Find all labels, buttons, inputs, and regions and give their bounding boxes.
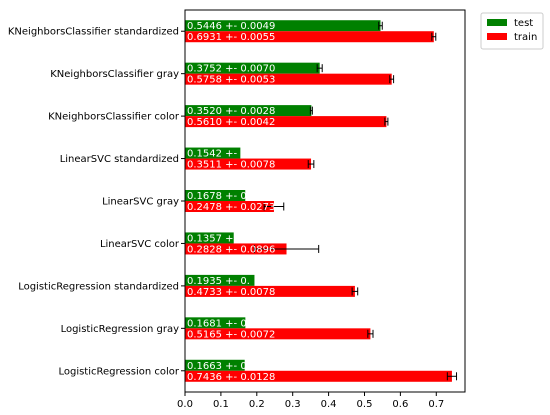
- data-label-train: 0.5610 +- 0.0042: [187, 117, 275, 128]
- x-tick-label: 0.1: [213, 399, 229, 410]
- bars-layer: [185, 20, 458, 382]
- y-tick-label: LogisticRegression standardized: [18, 281, 179, 292]
- legend-label-test: test: [514, 18, 533, 29]
- data-label-train: 0.2828 +- 0.0896: [187, 244, 275, 255]
- y-tick-label: LinearSVC color: [100, 239, 180, 250]
- x-tick-label: 0.6: [392, 399, 408, 410]
- data-label-train: 0.5165 +- 0.0072: [187, 329, 275, 340]
- y-tick-label: LinearSVC standardized: [60, 154, 179, 165]
- y-tick-label: KNeighborsClassifier color: [48, 112, 180, 123]
- bar-test: [185, 317, 246, 329]
- axes-layer: KNeighborsClassifier standardized KNeighb…: [8, 9, 466, 410]
- data-label-test: 0.1663 +- 0.: [187, 361, 250, 372]
- bar-train: [185, 243, 287, 255]
- data-label-test: 0.1678 +- 0.: [187, 191, 250, 202]
- y-tick-label: LogisticRegression color: [58, 366, 179, 377]
- plot-frame: [184, 9, 466, 393]
- bar-test: [185, 105, 312, 117]
- bar-test: [185, 20, 381, 32]
- data-label-train: 0.5758 +- 0.0053: [187, 75, 275, 86]
- x-tick-label: 0.2: [249, 399, 265, 410]
- data-label-test: 0.3520 +- 0.0028: [187, 106, 275, 117]
- legend-swatch-test: [487, 19, 507, 26]
- legend-swatch-train: [487, 33, 507, 40]
- bar-train: [185, 116, 387, 128]
- legend: test train: [480, 12, 544, 50]
- x-tick-label: 0.3: [285, 399, 301, 410]
- data-label-train: 0.3511 +- 0.0078: [187, 160, 275, 171]
- y-tick-label: KNeighborsClassifier standardized: [8, 27, 179, 38]
- legend-label-train: train: [514, 32, 537, 43]
- data-label-train: 0.7436 +- 0.0128: [187, 372, 275, 383]
- data-label-train: 0.4733 +- 0.0078: [187, 287, 275, 298]
- data-label-test: 0.5446 +- 0.0049: [187, 21, 275, 32]
- bar-train: [185, 201, 274, 212]
- data-label-test: 0.1681 +- 0.: [187, 318, 250, 329]
- y-tick-label: KNeighborsClassifier gray: [50, 69, 179, 80]
- bar-train: [185, 328, 371, 340]
- bar-test: [185, 147, 241, 159]
- legend-box: [480, 12, 544, 50]
- data-label-train: 0.6931 +- 0.0055: [187, 32, 275, 43]
- data-label-test: 0.1542 +- 0.: [187, 149, 250, 160]
- data-label-train: 0.2478 +- 0.0273: [187, 202, 275, 213]
- bar-train: [185, 73, 392, 85]
- bar-test: [185, 62, 320, 74]
- data-label-test: 0.1935 +- 0.: [187, 276, 250, 287]
- x-tick-label: 0.0: [177, 399, 193, 410]
- y-tick-label: LogisticRegression gray: [61, 324, 180, 335]
- bar-train: [185, 31, 434, 43]
- bar-test: [185, 359, 245, 371]
- x-tick-label: 0.4: [321, 399, 337, 410]
- x-tick-label: 0.5: [357, 399, 373, 410]
- bar-train: [185, 158, 312, 170]
- bar-test: [185, 232, 234, 244]
- bar-train: [185, 370, 452, 382]
- bar-test: [185, 274, 255, 286]
- bar-test: [185, 190, 246, 201]
- bar-train: [185, 285, 355, 297]
- data-label-test: 0.3752 +- 0.0070: [187, 64, 275, 75]
- data-label-test: 0.1357 +- 0.: [187, 233, 250, 244]
- y-tick-label: LinearSVC gray: [102, 197, 179, 208]
- x-tick-label: 0.7: [428, 399, 444, 410]
